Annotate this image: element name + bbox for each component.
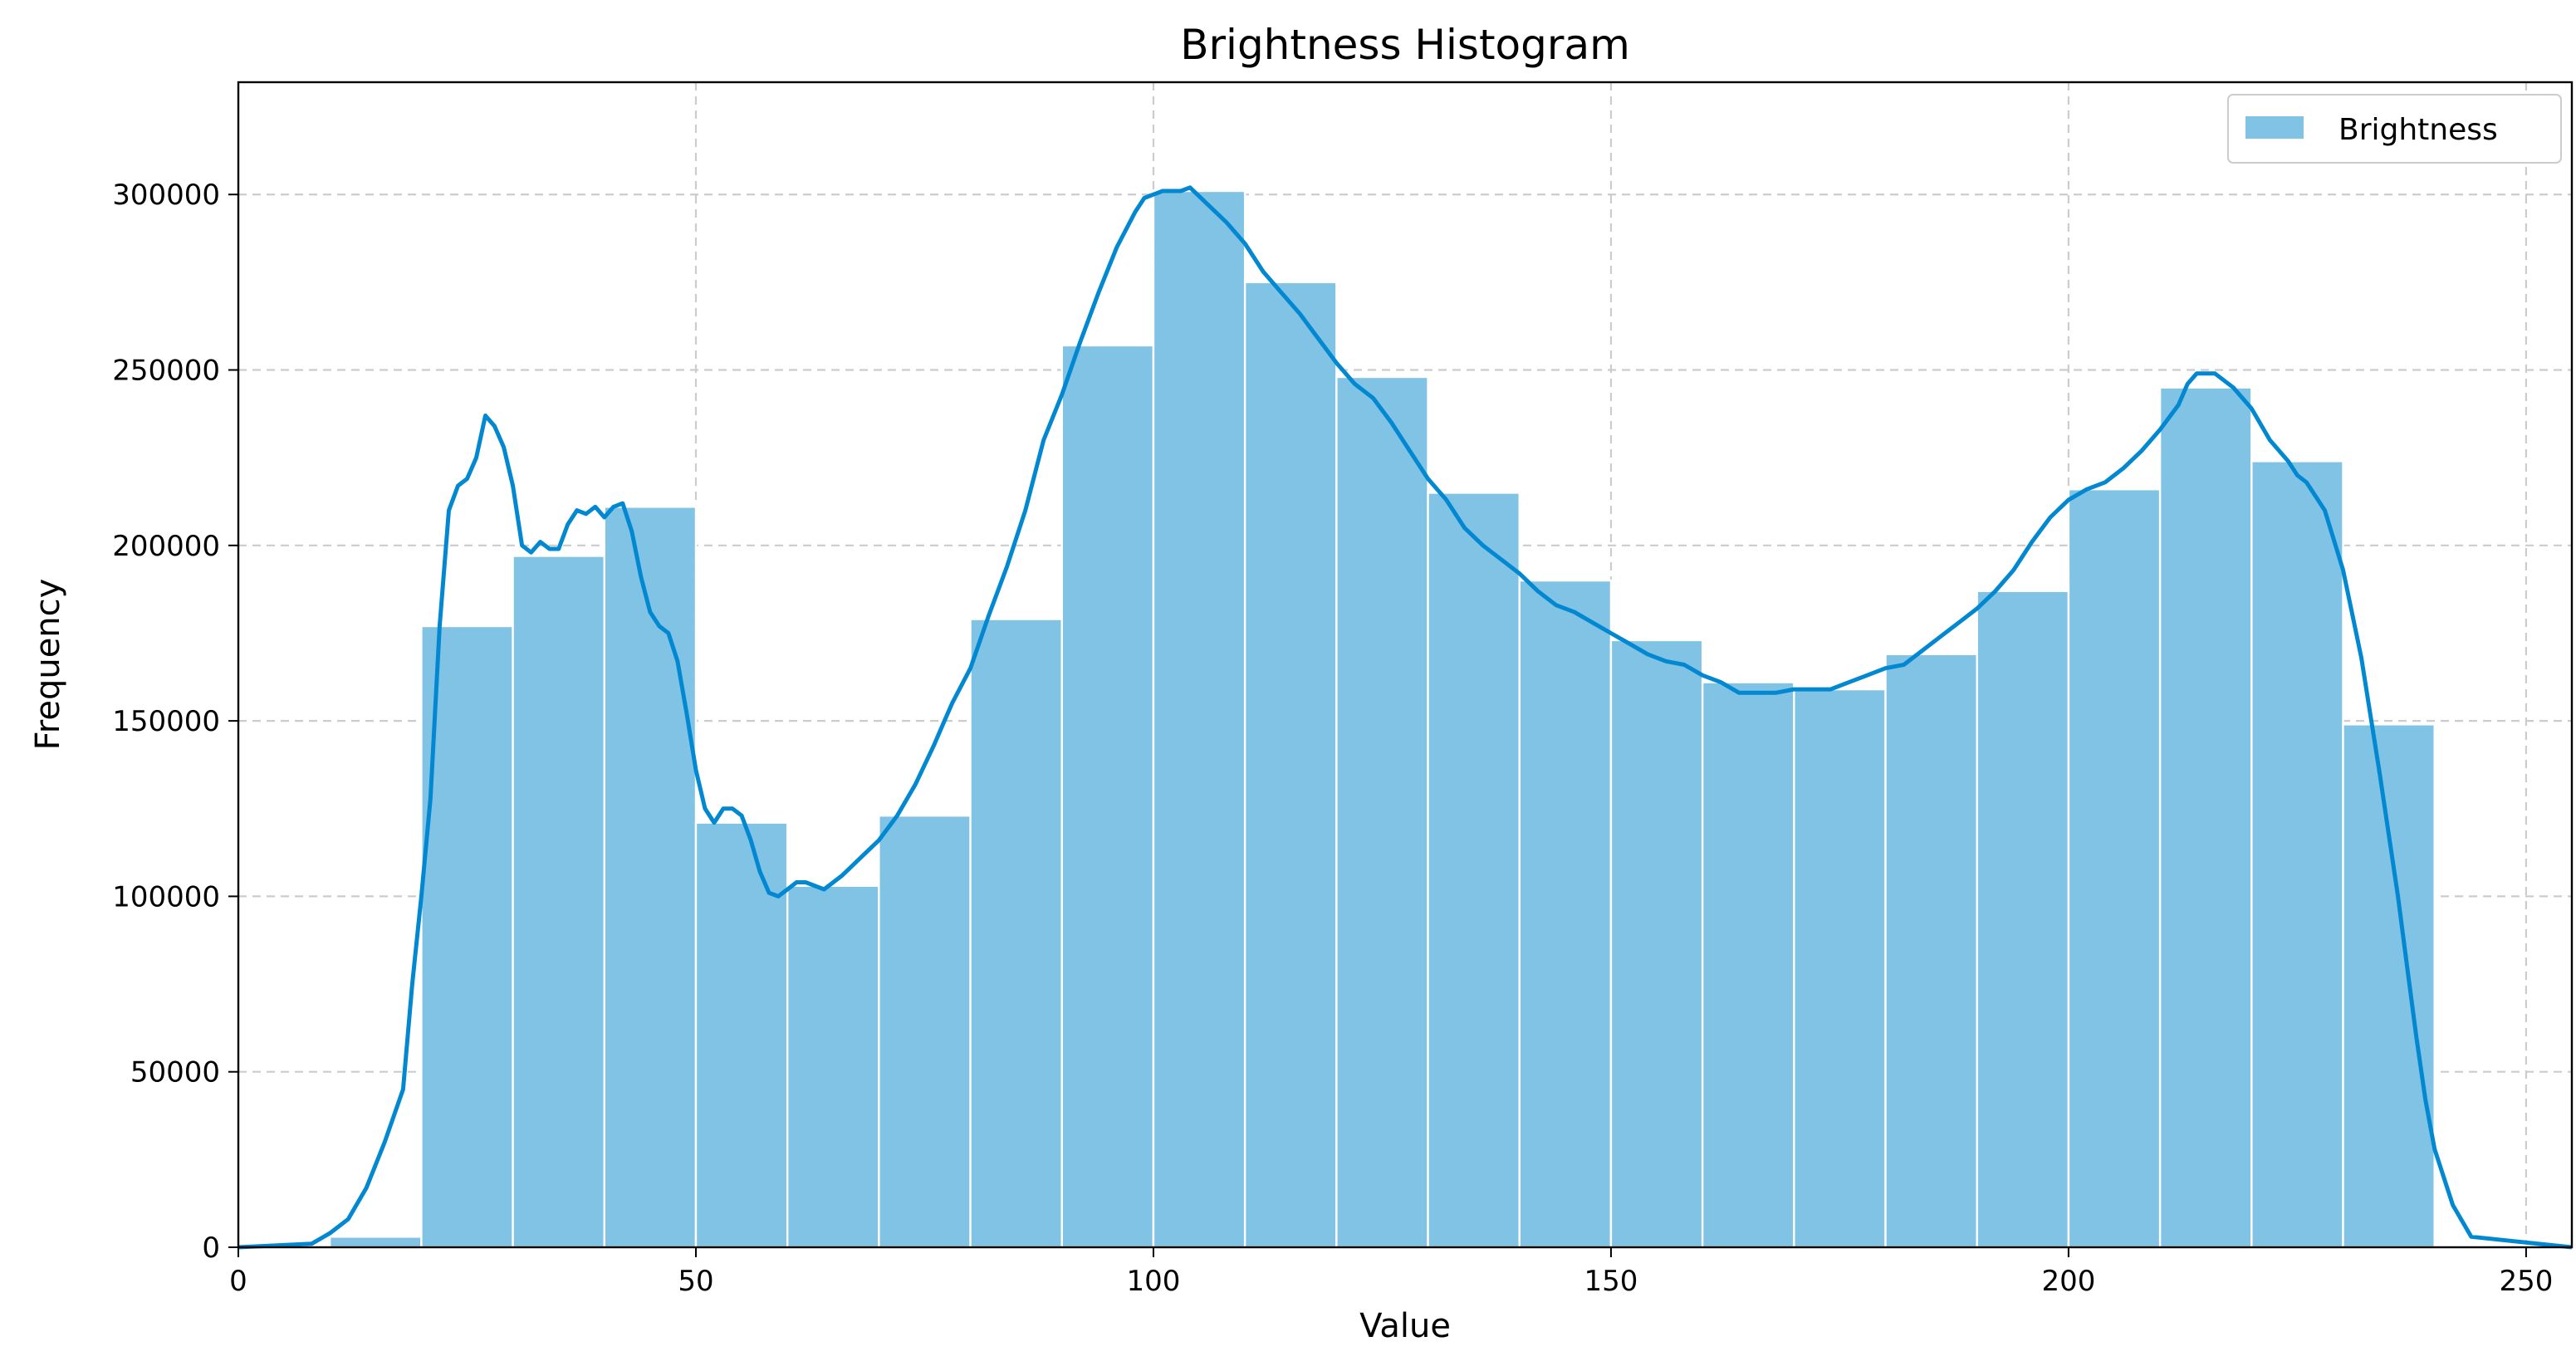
y-tick-label: 0 bbox=[202, 1231, 220, 1265]
histogram-bar bbox=[1701, 681, 1795, 1249]
histogram-bar bbox=[2067, 488, 2162, 1249]
histogram-bar bbox=[1152, 189, 1246, 1249]
histogram-bar bbox=[1427, 492, 1521, 1249]
histogram-bar bbox=[420, 624, 514, 1249]
y-tick-label: 250000 bbox=[112, 355, 220, 388]
legend-box bbox=[2227, 94, 2562, 164]
density-line bbox=[238, 185, 2573, 1250]
y-tick-label: 100000 bbox=[112, 880, 220, 913]
x-tick-label: 0 bbox=[229, 1265, 247, 1298]
histogram-bar bbox=[969, 618, 1063, 1249]
chart-title: Brightness Histogram bbox=[1180, 21, 1630, 69]
x-axis-label: Value bbox=[1359, 1307, 1451, 1345]
legend: Brightness bbox=[2227, 94, 2562, 164]
y-axis-label: Frequency bbox=[29, 579, 67, 751]
histogram-bar bbox=[1243, 281, 1338, 1249]
histogram-bar bbox=[786, 884, 880, 1249]
histogram-bar bbox=[1884, 653, 1978, 1249]
histogram-bar bbox=[2158, 386, 2253, 1249]
histogram-bar bbox=[2342, 723, 2436, 1249]
y-tick-label: 50000 bbox=[130, 1056, 220, 1089]
bars-layer bbox=[237, 189, 2528, 1249]
y-tick-label: 300000 bbox=[112, 179, 220, 212]
histogram-bar bbox=[1976, 590, 2070, 1249]
x-tick-label: 50 bbox=[678, 1265, 713, 1298]
histogram-bar bbox=[603, 506, 698, 1249]
legend-swatch bbox=[2245, 116, 2304, 139]
histogram-bar bbox=[512, 555, 605, 1249]
y-tick-label: 200000 bbox=[112, 530, 220, 563]
ticks-layer: 0 50000 100000 150000 200000 250000 300000 0 50 1… bbox=[112, 179, 2553, 1298]
histogram-bar bbox=[878, 815, 972, 1249]
x-tick-label: 200 bbox=[2041, 1265, 2095, 1298]
histogram-bar bbox=[1335, 375, 1429, 1249]
histogram-bar bbox=[1060, 344, 1155, 1249]
plot-frame bbox=[237, 81, 2574, 1249]
legend-label-brightness: Brightness bbox=[2338, 113, 2498, 147]
histogram-bar bbox=[694, 821, 789, 1249]
histogram-bar bbox=[1793, 688, 1887, 1249]
histogram-bar bbox=[1518, 579, 1613, 1249]
x-tick-label: 100 bbox=[1127, 1265, 1181, 1298]
histogram-bar bbox=[2250, 460, 2344, 1249]
y-tick-label: 150000 bbox=[112, 705, 220, 738]
histogram-bar bbox=[1609, 639, 1704, 1249]
x-tick-label: 250 bbox=[2499, 1265, 2553, 1298]
histogram-bar bbox=[328, 1236, 423, 1249]
x-tick-label: 150 bbox=[1584, 1265, 1638, 1298]
